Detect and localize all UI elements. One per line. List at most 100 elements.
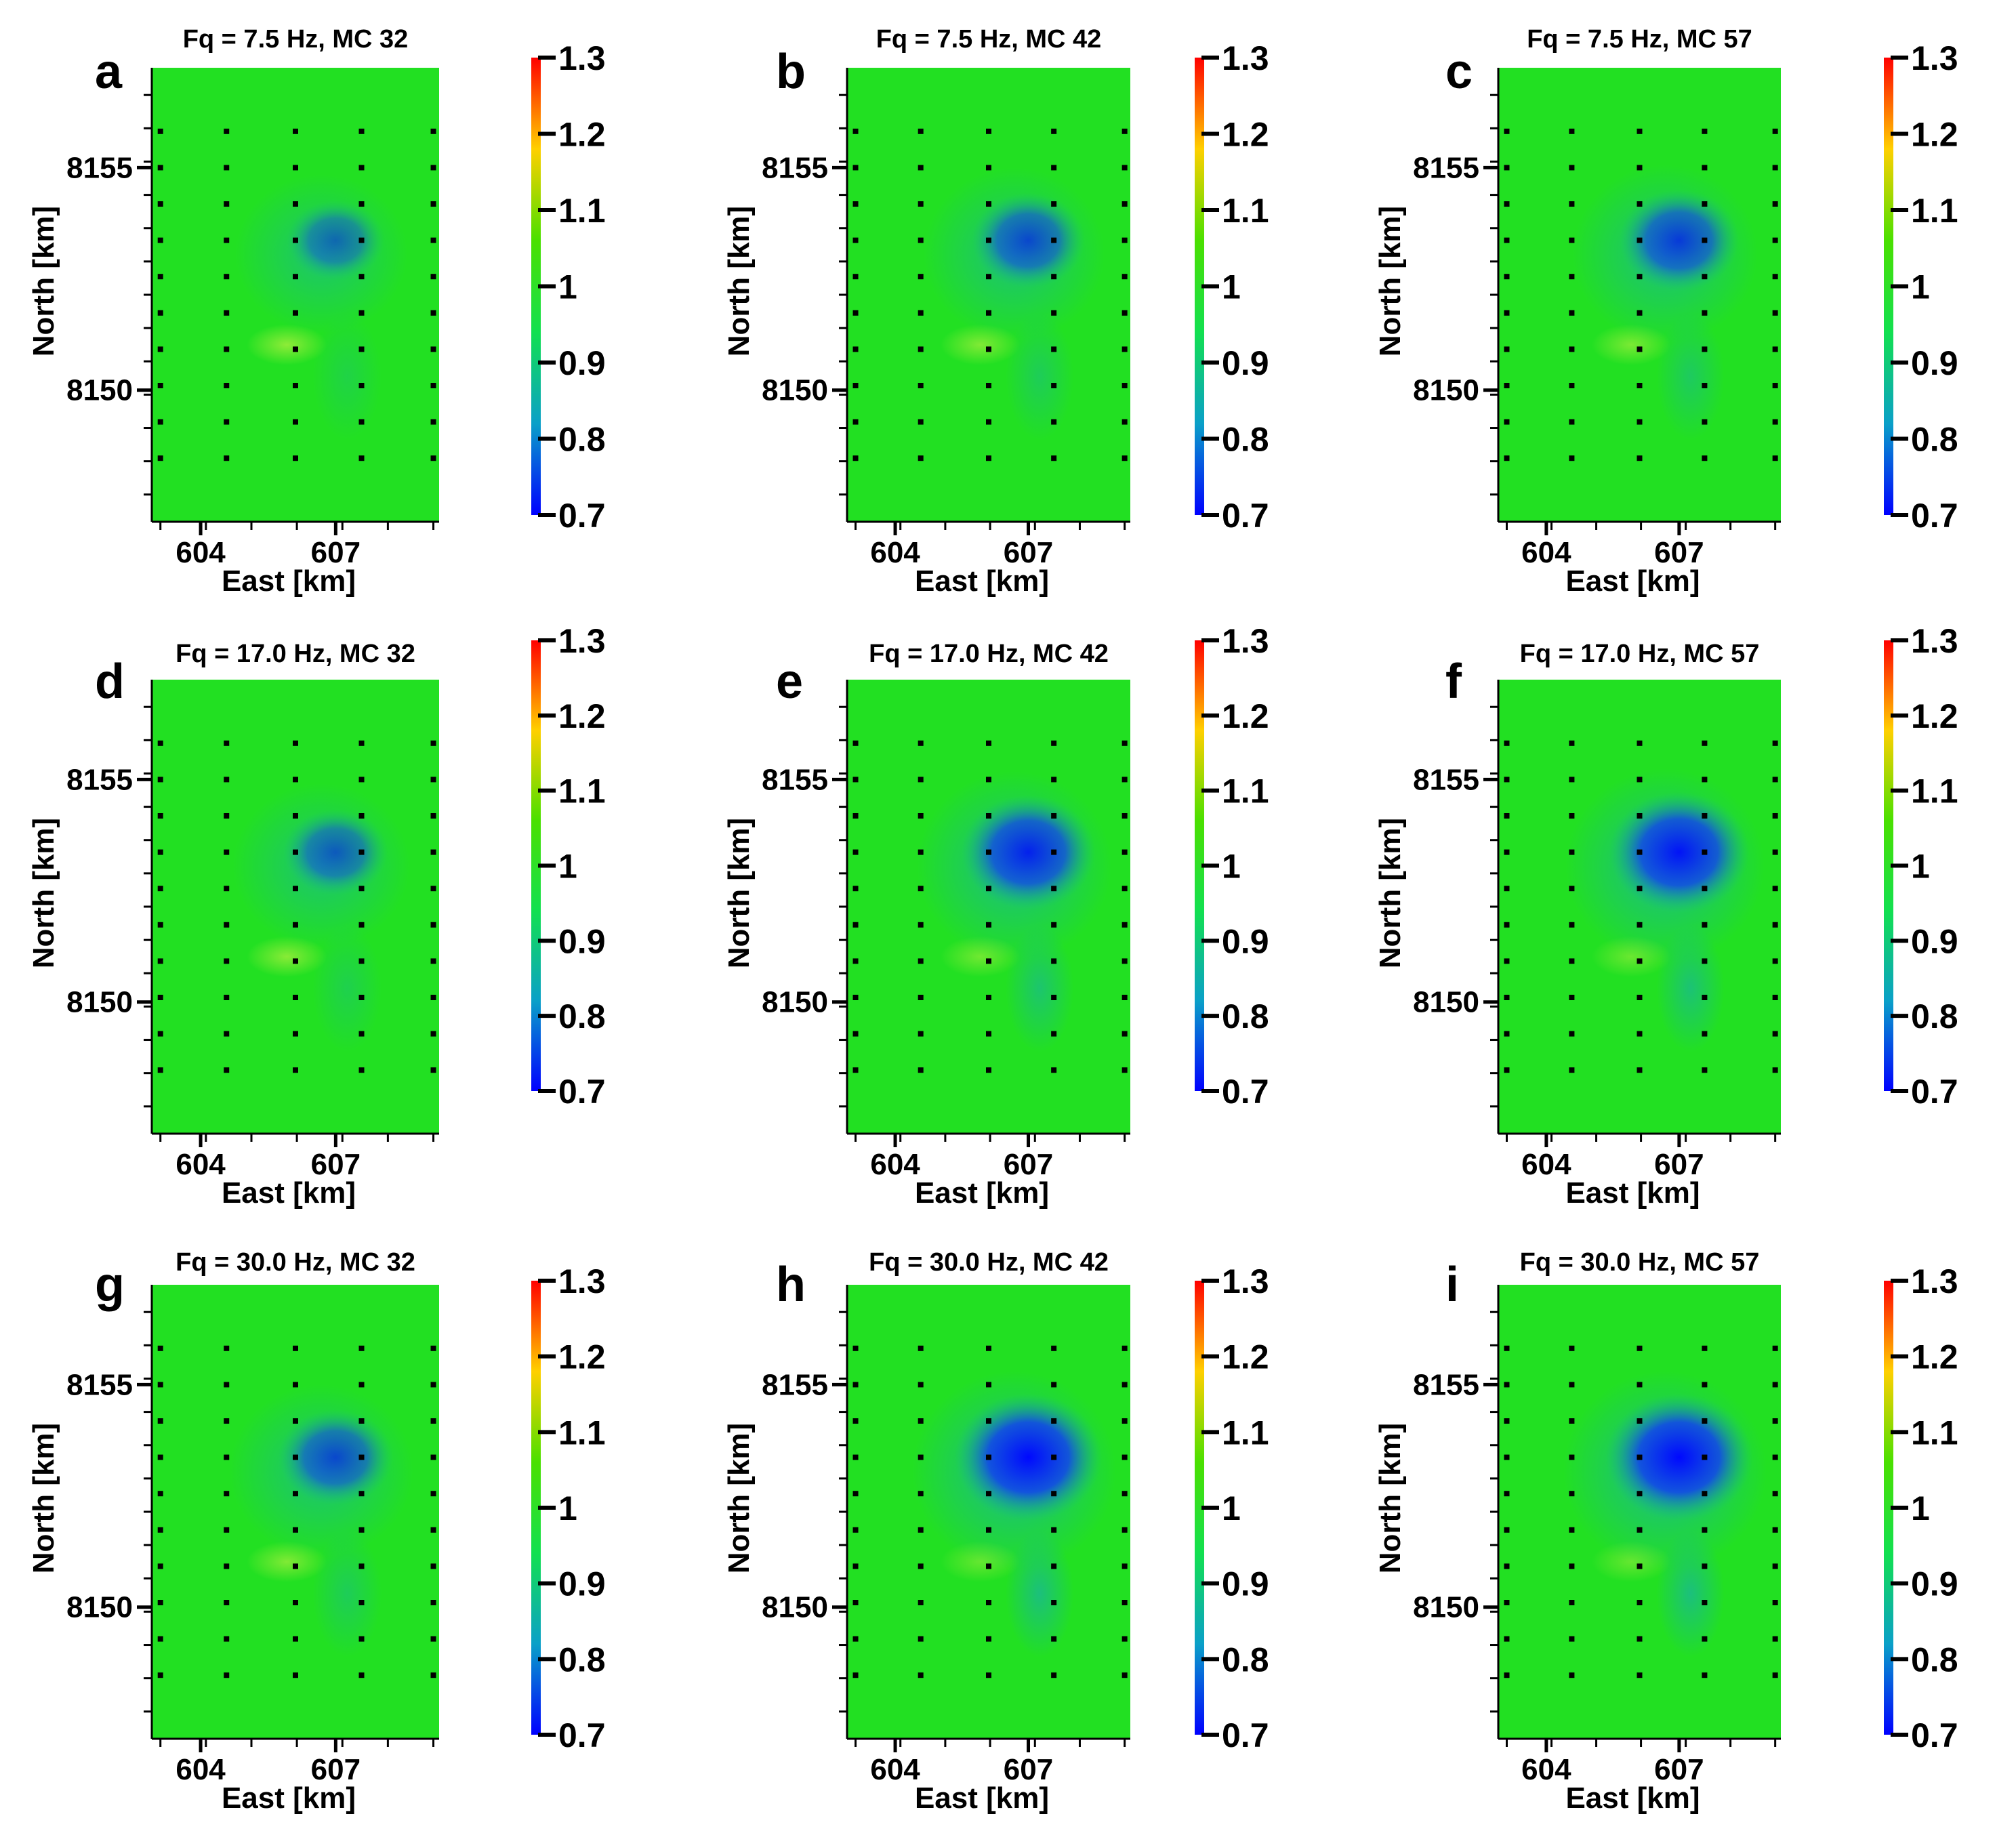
station-marker: [1637, 958, 1643, 964]
station-marker: [293, 777, 298, 783]
y-axis-label: North [km]: [1374, 818, 1407, 968]
station-marker: [918, 1636, 924, 1642]
station-marker: [1122, 1382, 1128, 1388]
station-marker: [157, 1067, 163, 1073]
station-marker: [1637, 813, 1643, 819]
x-axis-label: East [km]: [1565, 1176, 1700, 1210]
station-marker: [224, 1345, 230, 1351]
station-marker: [1637, 165, 1643, 171]
y-axis-label: North [km]: [27, 206, 60, 356]
panel-title: Fq = 17.0 Hz, MC 42: [869, 640, 1109, 668]
y-tick-label: 8155: [762, 763, 828, 796]
station-marker: [1637, 849, 1643, 855]
station-marker: [1637, 1563, 1643, 1569]
station-marker: [1702, 740, 1708, 746]
station-marker: [358, 383, 365, 388]
colorbar: 1.3 1.2 1.1 1 0.9 0.8 0.7: [1195, 39, 1269, 535]
station-marker: [1051, 201, 1057, 207]
station-marker: [358, 1067, 365, 1073]
station-marker: [1772, 1527, 1778, 1533]
colorbar: 1.3 1.2 1.1 1 0.9 0.8 0.7: [1195, 622, 1269, 1111]
station-marker: [1504, 849, 1510, 855]
station-marker: [1504, 1600, 1510, 1605]
station-marker: [224, 1600, 230, 1605]
colorbar-tick-label: 0.9: [558, 344, 606, 382]
panel-title: Fq = 30.0 Hz, MC 32: [176, 1248, 415, 1277]
station-marker: [1702, 201, 1708, 207]
station-marker: [430, 886, 436, 892]
station-marker: [1504, 383, 1510, 388]
anomaly-tail: [1006, 312, 1074, 440]
y-tick-label: 8150: [762, 1591, 828, 1624]
station-marker: [852, 922, 859, 928]
station-marker: [986, 1418, 991, 1424]
warm-patch: [246, 1541, 327, 1582]
station-marker: [852, 274, 859, 280]
station-marker: [1702, 849, 1708, 855]
station-marker: [293, 1636, 298, 1642]
station-marker: [1772, 237, 1778, 243]
colorbar-tick-label: 1.3: [1222, 39, 1269, 77]
station-marker: [918, 274, 924, 280]
y-tick-label: 8155: [762, 1368, 828, 1401]
station-marker: [1702, 237, 1708, 243]
station-marker: [224, 310, 230, 316]
station-marker: [918, 958, 924, 964]
station-marker: [157, 1600, 163, 1605]
colorbar-bar: [1195, 640, 1204, 1091]
station-marker: [986, 1382, 991, 1388]
station-marker: [1051, 1067, 1057, 1073]
station-marker: [1702, 310, 1708, 316]
station-marker: [1569, 1345, 1575, 1351]
station-marker: [1122, 1563, 1128, 1569]
station-marker: [430, 310, 436, 316]
station-marker: [918, 1031, 924, 1037]
station-marker: [430, 849, 436, 855]
station-marker: [852, 849, 859, 855]
colorbar-tick-label: 1.2: [1911, 697, 1958, 735]
colorbar-tick-label: 0.7: [1911, 497, 1958, 535]
station-marker: [918, 1067, 924, 1073]
y-tick-label: 8150: [1413, 1591, 1479, 1624]
station-marker: [986, 777, 991, 783]
station-marker: [1504, 1636, 1510, 1642]
panel-letter: f: [1445, 655, 1462, 709]
station-marker: [157, 165, 163, 171]
y-axis-label: North [km]: [722, 1423, 756, 1573]
station-marker: [430, 201, 436, 207]
station-marker: [358, 1454, 365, 1460]
colorbar-tick-label: 1.2: [1222, 1338, 1269, 1376]
station-marker: [224, 1491, 230, 1497]
y-axis-label: North [km]: [722, 818, 756, 968]
station-marker: [852, 1031, 859, 1037]
station-marker: [986, 849, 991, 855]
station-marker: [157, 958, 163, 964]
station-marker: [918, 128, 924, 134]
station-marker: [986, 237, 991, 243]
station-marker: [157, 922, 163, 928]
station-marker: [986, 274, 991, 280]
station-marker: [986, 813, 991, 819]
station-marker: [430, 958, 436, 964]
station-marker: [918, 346, 924, 352]
colorbar-tick-label: 1.1: [558, 192, 606, 230]
station-marker: [1504, 958, 1510, 964]
colorbar-tick-label: 0.7: [558, 497, 606, 535]
anomaly-core: [1619, 189, 1740, 291]
station-marker: [1122, 1454, 1128, 1460]
station-marker: [1504, 165, 1510, 171]
y-tick-label: 8150: [66, 374, 133, 407]
colorbar-tick-label: 0.7: [1222, 1073, 1269, 1111]
station-marker: [430, 1563, 436, 1569]
station-marker: [430, 237, 436, 243]
station-marker: [986, 1672, 991, 1678]
station-marker: [918, 455, 924, 461]
station-marker: [293, 1527, 298, 1533]
station-marker: [1504, 1382, 1510, 1388]
station-marker: [157, 128, 163, 134]
station-marker: [224, 201, 230, 207]
station-marker: [1051, 886, 1057, 892]
station-marker: [1051, 1600, 1057, 1605]
station-marker: [1772, 1491, 1778, 1497]
